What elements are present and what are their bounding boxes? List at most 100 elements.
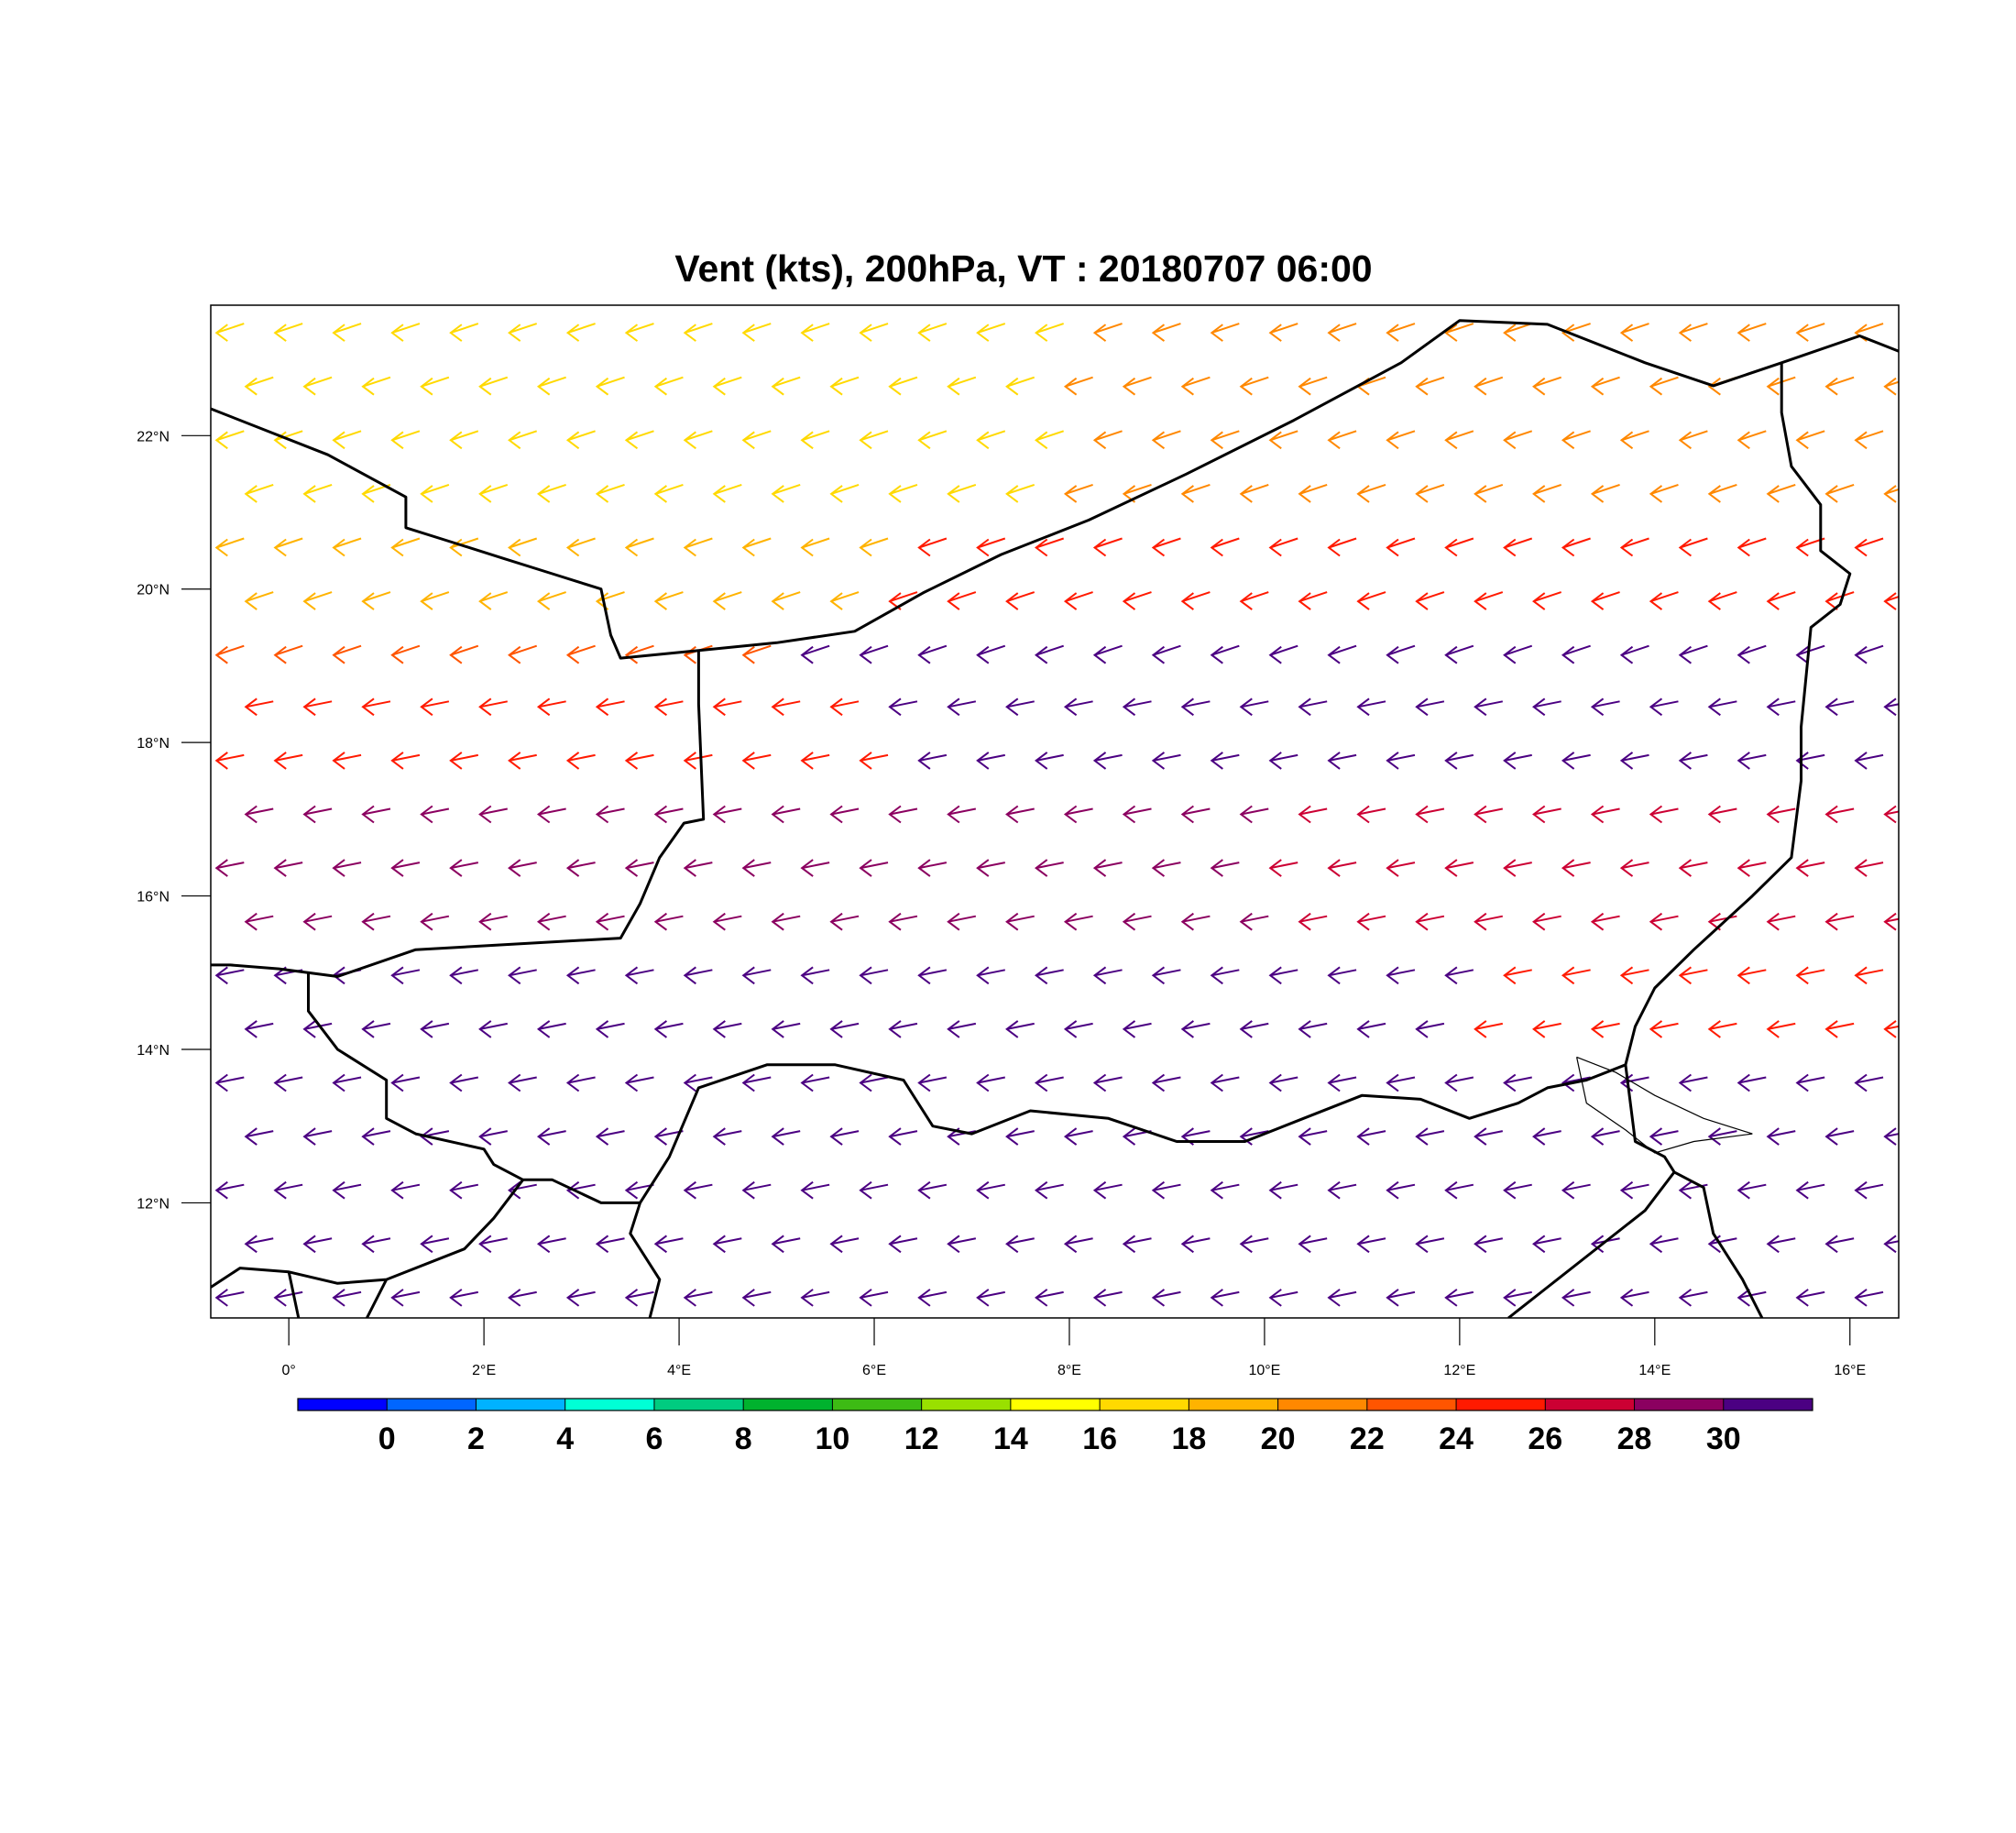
wind-vector — [1825, 483, 1855, 495]
wind-vector — [1855, 969, 1884, 977]
wind-vector-head — [917, 1289, 931, 1307]
wind-vector-head — [214, 431, 228, 450]
wind-vector — [333, 323, 362, 335]
wind-vector — [860, 430, 889, 442]
wind-vector-head — [244, 485, 257, 503]
wind-vector — [362, 1022, 391, 1030]
wind-vector-head — [449, 859, 463, 877]
wind-vector-head — [1239, 1127, 1253, 1146]
wind-vector-head — [595, 912, 609, 931]
wind-vector — [1855, 862, 1884, 870]
wind-vector — [1709, 1130, 1737, 1138]
wind-vector-head — [1063, 1127, 1078, 1146]
wind-vector-head — [273, 431, 287, 450]
wind-vector — [1065, 591, 1093, 603]
wind-vector — [743, 969, 772, 977]
wind-vector-head — [1444, 1073, 1458, 1092]
wind-vector-head — [1619, 324, 1634, 342]
wind-vector — [1680, 1076, 1708, 1084]
wind-vector — [567, 537, 596, 549]
wind-vector-head — [1386, 752, 1399, 770]
wind-vector — [685, 969, 713, 977]
wind-vector-head — [478, 1127, 492, 1146]
wind-vector-head — [947, 912, 960, 931]
wind-vector — [1298, 915, 1328, 923]
wind-vector-head — [508, 1073, 521, 1092]
wind-vector-head — [829, 1020, 843, 1038]
wind-vector — [1680, 753, 1708, 762]
wind-vector — [801, 862, 830, 870]
wind-vector — [1241, 700, 1269, 708]
wind-vector — [860, 969, 889, 977]
wind-vector — [303, 483, 333, 495]
wind-vector-head — [302, 592, 316, 610]
colorbar-label: 14 — [993, 1421, 1028, 1456]
wind-vector-head — [214, 859, 228, 877]
wind-vector — [801, 1076, 830, 1084]
wind-vector — [479, 591, 509, 603]
wind-vector-head — [536, 697, 551, 717]
wind-vector — [509, 753, 537, 762]
wind-vector-head — [1415, 912, 1429, 931]
wind-vector — [274, 430, 303, 442]
wind-vector-head — [1854, 1180, 1868, 1200]
wind-vector — [1153, 537, 1181, 549]
wind-vector — [1621, 323, 1649, 335]
wind-vector-head — [1063, 485, 1078, 503]
wind-vector-head — [1707, 1020, 1721, 1038]
lon-tick-label: 0° — [282, 1363, 296, 1378]
wind-vector-head — [1035, 1073, 1048, 1092]
wind-vector — [597, 915, 625, 923]
wind-vector — [303, 591, 333, 603]
wind-vector-head — [420, 1020, 433, 1038]
wind-vector — [1504, 969, 1532, 977]
wind-vector — [830, 591, 860, 603]
wind-vector-head — [420, 377, 433, 396]
wind-vector — [655, 700, 684, 708]
wind-vector — [1796, 644, 1825, 656]
wind-vector-head — [1649, 592, 1663, 610]
wind-vector — [772, 807, 801, 816]
country-border — [1624, 1064, 1764, 1318]
wind-vector-head — [1122, 1127, 1136, 1146]
wind-vector-head — [741, 1180, 755, 1200]
wind-vector — [1416, 1237, 1445, 1246]
wind-vector-head — [565, 324, 580, 342]
wind-vector — [333, 753, 362, 762]
wind-vector-head — [1415, 1020, 1429, 1038]
wind-vector-head — [1327, 1180, 1341, 1200]
wind-vector — [1298, 591, 1328, 603]
wind-vector — [246, 807, 274, 816]
wind-vector — [1328, 1290, 1357, 1299]
wind-vector — [1825, 807, 1855, 816]
wind-vector — [274, 644, 303, 656]
wind-vector-head — [332, 1289, 345, 1307]
wind-vector-head — [1210, 645, 1223, 664]
wind-vector — [1738, 1290, 1767, 1299]
wind-vector — [772, 483, 801, 495]
wind-vector — [391, 969, 421, 977]
wind-vector-head — [1561, 1180, 1575, 1200]
wind-vector — [860, 323, 889, 335]
colorbar-label: 4 — [556, 1421, 574, 1456]
wind-vector — [801, 430, 830, 442]
wind-vector — [1094, 1290, 1123, 1299]
wind-vector — [1241, 1022, 1269, 1030]
wind-vector — [1592, 376, 1620, 388]
wind-vector-head — [624, 324, 639, 342]
wind-vector-head — [1854, 966, 1868, 985]
wind-vector-head — [508, 431, 521, 450]
wind-vector — [1123, 915, 1152, 923]
colorbar-label: 8 — [735, 1421, 752, 1456]
wind-vector-head — [1092, 966, 1107, 985]
wind-vector-head — [653, 485, 668, 503]
wind-vector-head — [536, 377, 551, 396]
wind-vector-head — [1766, 592, 1780, 610]
wind-vector — [362, 807, 391, 816]
colorbar-label: 10 — [815, 1421, 849, 1456]
wind-vector-head — [1444, 645, 1458, 664]
wind-vector-head — [1151, 752, 1166, 770]
wind-vector — [1270, 969, 1298, 977]
wind-vector-head — [1415, 377, 1429, 396]
wind-vector-head — [741, 645, 755, 664]
